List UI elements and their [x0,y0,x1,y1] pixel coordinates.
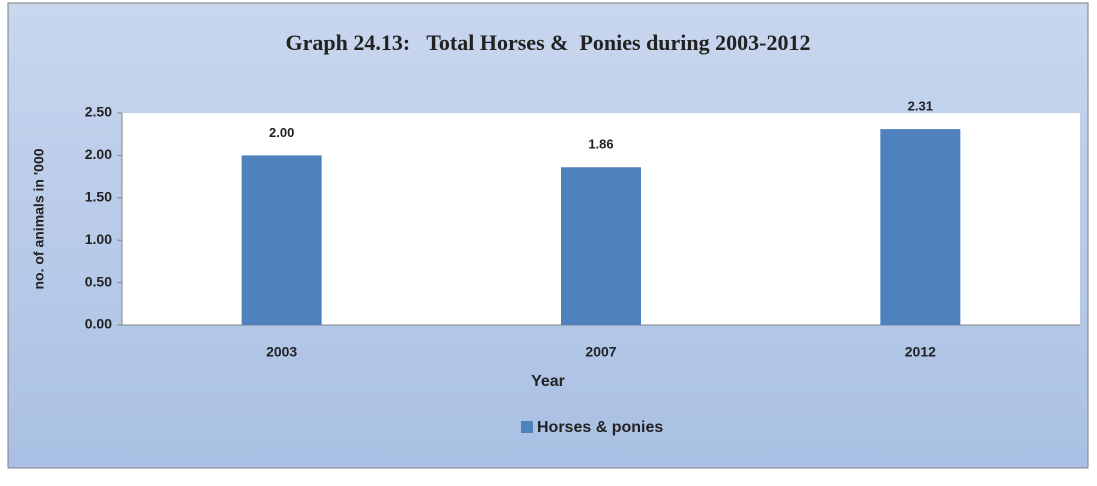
legend-label: Horses & ponies [537,419,663,436]
y-tick-label: 0.50 [85,273,112,289]
y-tick-label: 1.00 [85,231,112,247]
x-tick-label: 2007 [585,344,616,360]
bar [880,129,961,325]
bar [241,155,322,325]
y-tick-label: 1.50 [85,189,112,205]
y-tick-label: 2.50 [85,104,112,120]
legend-swatch [521,421,533,433]
data-label: 1.86 [588,137,613,152]
y-tick-label: 2.00 [85,146,112,162]
bar [561,167,641,325]
x-axis-label: Year [531,373,565,390]
y-tick-label: 0.00 [85,316,112,332]
data-label: 2.00 [269,125,294,140]
chart-title: Graph 24.13: Total Horses & Ponies durin… [286,30,811,55]
x-tick-label: 2003 [266,344,297,360]
y-axis-label: no. of animals in '000 [31,148,47,289]
data-label: 2.31 [908,99,933,114]
x-tick-label: 2012 [905,344,936,360]
